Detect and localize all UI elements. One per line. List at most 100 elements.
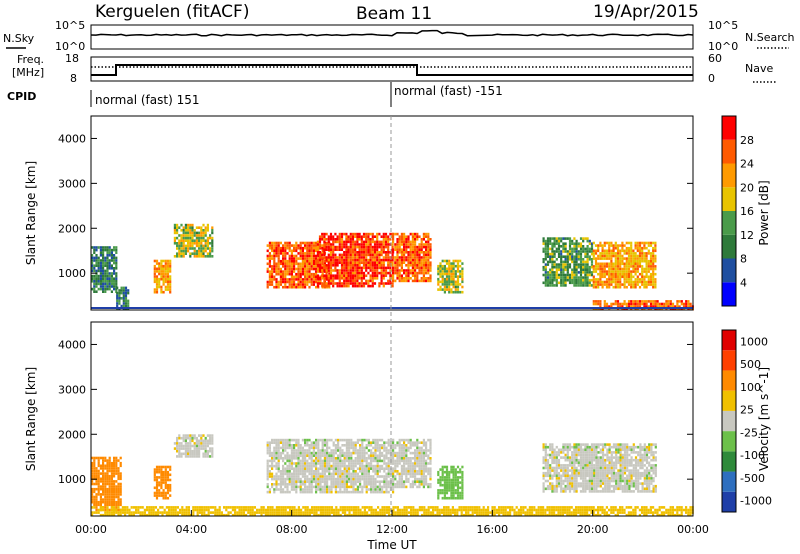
velocity-cell: [99, 464, 102, 468]
velocity-cell: [95, 495, 98, 499]
power-cell: [594, 249, 598, 253]
velocity-cell: [315, 451, 318, 455]
power-cell: [371, 258, 374, 262]
velocity-cell: [445, 470, 449, 474]
power-cell: [336, 274, 339, 277]
power-cell: [173, 226, 176, 229]
velocity-cell: [310, 459, 313, 463]
velocity-cell: [189, 436, 192, 440]
velocity-cell: [562, 448, 565, 452]
power-cell: [153, 280, 156, 284]
velocity-cell: [425, 470, 428, 473]
power-cell: [420, 266, 423, 270]
velocity-cell: [321, 477, 324, 481]
power-cell: [293, 246, 296, 250]
power-cell: [169, 285, 172, 289]
power-cell: [198, 226, 201, 229]
velocity-cell: [348, 490, 351, 494]
velocity-cell: [383, 467, 386, 470]
velocity-cell: [95, 472, 98, 475]
power-cell: [358, 282, 361, 285]
velocity-cell: [321, 454, 324, 457]
power-cell: [356, 245, 359, 249]
power-cell: [573, 255, 576, 258]
power-cell: [182, 231, 185, 235]
velocity-cell: [398, 457, 401, 460]
velocity-cell: [178, 449, 181, 453]
power-cell: [656, 305, 659, 308]
velocity-cell: [330, 467, 333, 470]
velocity-cell: [443, 481, 446, 484]
power-cell: [345, 238, 348, 241]
velocity-cell: [273, 441, 276, 444]
velocity-cell: [452, 476, 455, 479]
velocity-cell: [381, 485, 384, 489]
velocity-cell: [420, 441, 423, 444]
velocity-cell: [409, 470, 412, 473]
velocity-cell: [396, 464, 399, 468]
power-cell: [429, 245, 432, 249]
power-cell: [555, 273, 558, 277]
power-cell: [586, 268, 589, 272]
velocity-cell: [429, 451, 432, 455]
velocity-cell: [341, 472, 344, 476]
velocity-cell: [650, 445, 653, 449]
velocity-cell: [573, 453, 576, 457]
power-cell: [376, 258, 379, 262]
velocity-cell: [301, 475, 304, 478]
power-cell: [582, 260, 585, 264]
velocity-cell: [317, 457, 320, 460]
power-cell: [652, 300, 655, 303]
power-cell: [562, 276, 565, 279]
velocity-cell: [106, 459, 109, 462]
velocity-cell: [312, 472, 315, 476]
power-cell: [376, 261, 379, 264]
power-cell: [182, 234, 185, 237]
velocity-cell: [330, 480, 333, 483]
power-cell: [571, 242, 574, 245]
velocity-cell: [290, 449, 293, 452]
velocity-cell: [328, 446, 331, 450]
power-cell: [557, 255, 561, 258]
power-cell: [630, 262, 633, 266]
power-cell: [566, 271, 569, 274]
velocity-cell: [420, 449, 423, 452]
power-cell: [614, 262, 617, 266]
velocity-cell: [204, 447, 207, 450]
power-cell: [284, 257, 287, 260]
power-cell: [420, 269, 423, 272]
power-cell: [115, 267, 118, 270]
power-cell: [211, 239, 214, 242]
velocity-cell: [439, 491, 442, 495]
power-cell: [318, 253, 322, 257]
power-cell: [336, 256, 339, 259]
power-cell: [301, 259, 304, 263]
power-cell: [549, 268, 552, 272]
power-cell: [612, 275, 615, 279]
power-cell: [184, 247, 187, 250]
power-cell: [306, 241, 309, 245]
power-cell: [560, 245, 563, 248]
power-cell: [634, 270, 637, 273]
velocity-cell: [372, 446, 375, 450]
velocity-cell: [330, 449, 333, 452]
power-cell: [654, 307, 657, 311]
velocity-cell: [193, 434, 196, 437]
power-cell: [376, 271, 379, 275]
velocity-cell: [372, 438, 375, 442]
velocity-cell: [429, 475, 432, 478]
velocity-cell: [407, 480, 410, 483]
velocity-cell: [93, 464, 96, 468]
power-cell: [396, 277, 399, 280]
velocity-cell: [403, 459, 406, 463]
power-cell: [590, 252, 594, 256]
power-cell: [564, 284, 567, 287]
power-cell: [376, 266, 379, 270]
velocity-cell: [108, 464, 111, 468]
velocity-cell: [425, 464, 428, 468]
power-cell: [588, 242, 591, 245]
power-cell: [102, 256, 105, 260]
power-cell: [180, 247, 183, 250]
power-cell: [394, 232, 397, 236]
power-cell: [345, 269, 348, 272]
